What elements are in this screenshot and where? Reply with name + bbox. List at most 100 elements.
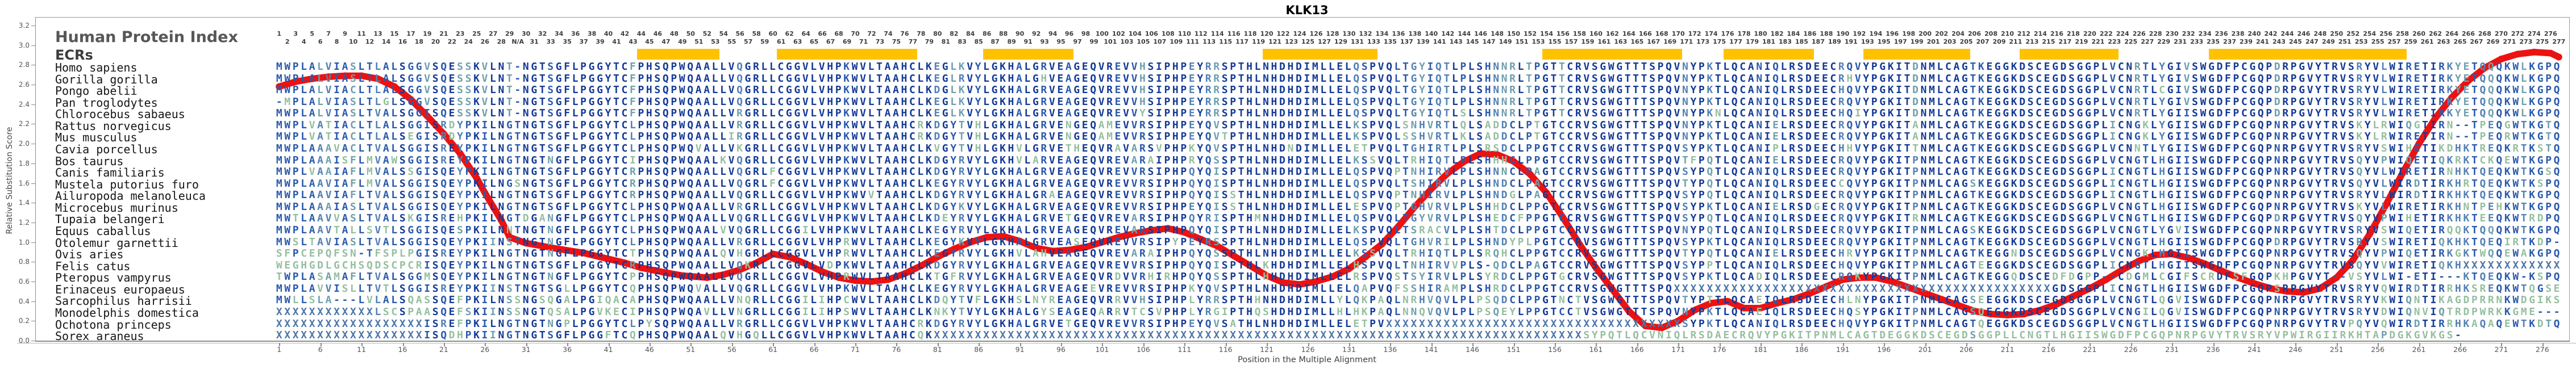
x-tick bbox=[402, 343, 404, 346]
x-tick bbox=[2501, 343, 2503, 346]
column-number: 139 bbox=[1416, 38, 1430, 45]
column-number: 257 bbox=[2387, 38, 2401, 45]
x-tick bbox=[485, 343, 486, 346]
column-number: 185 bbox=[1795, 38, 1808, 45]
x-tick-label: 106 bbox=[1136, 345, 1150, 354]
column-number: 166 bbox=[1638, 30, 1652, 37]
column-number: 83 bbox=[958, 38, 967, 45]
column-number: 265 bbox=[2453, 38, 2467, 45]
y-tick-label: 1.8 bbox=[18, 159, 30, 167]
x-tick-label: 116 bbox=[1218, 345, 1233, 354]
x-tick-label: 166 bbox=[1630, 345, 1644, 354]
x-tick bbox=[1925, 343, 1926, 346]
column-number: 11 bbox=[357, 30, 366, 37]
x-tick-label: 251 bbox=[2329, 345, 2344, 354]
x-tick-label: 111 bbox=[1177, 345, 1192, 354]
column-number: 89 bbox=[1007, 38, 1016, 45]
column-number: 183 bbox=[1778, 38, 1792, 45]
column-number: 103 bbox=[1120, 38, 1134, 45]
column-number: 99 bbox=[1089, 38, 1098, 45]
column-number: 146 bbox=[1474, 30, 1488, 37]
column-number: 192 bbox=[1853, 30, 1866, 37]
column-number: 120 bbox=[1260, 30, 1274, 37]
x-tick-label: 121 bbox=[1260, 345, 1274, 354]
column-number: 136 bbox=[1392, 30, 1405, 37]
column-number: 171 bbox=[1680, 38, 1693, 45]
column-number: 256 bbox=[2379, 30, 2393, 37]
column-number: 227 bbox=[2141, 38, 2154, 45]
column-number: 13 bbox=[373, 30, 382, 37]
x-tick bbox=[361, 343, 363, 346]
column-number: 124 bbox=[1293, 30, 1306, 37]
column-number: 165 bbox=[1630, 38, 1644, 45]
species-name: Canis familiaris bbox=[55, 166, 165, 180]
species-name: Chlorocebus sabaeus bbox=[55, 107, 185, 121]
column-number: 261 bbox=[2420, 38, 2434, 45]
column-number: 247 bbox=[2305, 38, 2319, 45]
x-tick bbox=[1678, 343, 1680, 346]
x-tick bbox=[2090, 343, 2091, 346]
y-tick-label: 0.0 bbox=[18, 337, 30, 345]
chart-title: KLK13 bbox=[1285, 3, 1329, 17]
x-tick-label: 136 bbox=[1383, 345, 1397, 354]
x-tick-label: 81 bbox=[933, 345, 942, 354]
column-number: 157 bbox=[1564, 38, 1578, 45]
x-tick-label: 261 bbox=[2412, 345, 2426, 354]
column-number: 194 bbox=[1869, 30, 1883, 37]
column-number: 205 bbox=[1959, 38, 1973, 45]
ecr-highlight bbox=[1863, 49, 1971, 60]
x-tick bbox=[1267, 343, 1268, 346]
column-number: 45 bbox=[645, 38, 654, 45]
column-number: 168 bbox=[1655, 30, 1668, 37]
y-tick-label: 1.0 bbox=[18, 238, 30, 246]
x-tick-label: 161 bbox=[1589, 345, 1603, 354]
species-name: Mus musculus bbox=[55, 131, 138, 145]
column-number: 76 bbox=[900, 30, 909, 37]
column-number: 125 bbox=[1301, 38, 1314, 45]
x-tick bbox=[608, 343, 610, 346]
species-name: Microcebus murinus bbox=[55, 200, 178, 215]
x-tick bbox=[320, 343, 322, 346]
column-number: 206 bbox=[1968, 30, 1981, 37]
x-tick bbox=[896, 343, 898, 346]
column-number: 176 bbox=[1721, 30, 1734, 37]
x-tick bbox=[2007, 343, 2009, 346]
column-number: 250 bbox=[2330, 30, 2344, 37]
x-tick bbox=[1349, 343, 1350, 346]
column-number: 213 bbox=[2025, 38, 2039, 45]
x-tick-label: 191 bbox=[1836, 345, 1850, 354]
column-number: 137 bbox=[1400, 38, 1413, 45]
column-number: 158 bbox=[1572, 30, 1586, 37]
column-number: 56 bbox=[735, 30, 744, 37]
column-number: 3 bbox=[293, 30, 298, 37]
column-number: 12 bbox=[365, 38, 374, 45]
x-tick-label: 246 bbox=[2288, 345, 2303, 354]
column-number: 196 bbox=[1886, 30, 1899, 37]
column-number: 5 bbox=[310, 30, 315, 37]
column-number: 90 bbox=[1015, 30, 1025, 37]
x-tick bbox=[1884, 343, 1886, 346]
x-tick bbox=[1472, 343, 1474, 346]
column-number: 81 bbox=[941, 38, 950, 45]
x-tick-label: 51 bbox=[686, 345, 696, 354]
column-number: 114 bbox=[1210, 30, 1224, 37]
column-number: 28 bbox=[497, 38, 506, 45]
x-tick bbox=[1102, 343, 1104, 346]
column-number: 207 bbox=[1976, 38, 1990, 45]
ecr-highlight bbox=[2020, 49, 2119, 60]
column-number: 88 bbox=[999, 30, 1008, 37]
x-tick bbox=[1966, 343, 1968, 346]
column-number: 182 bbox=[1770, 30, 1784, 37]
column-number: 87 bbox=[991, 38, 1000, 45]
column-number: 50 bbox=[686, 30, 695, 37]
column-number: 255 bbox=[2371, 38, 2384, 45]
x-tick bbox=[1596, 343, 1597, 346]
column-number: 230 bbox=[2165, 30, 2179, 37]
y-tick-label: 0.4 bbox=[18, 297, 30, 305]
column-number: 133 bbox=[1367, 38, 1380, 45]
column-number: 24 bbox=[464, 38, 473, 45]
column-number: 68 bbox=[834, 30, 843, 37]
species-name: Pteropus vampyrus bbox=[55, 271, 172, 285]
column-number: 78 bbox=[917, 30, 926, 37]
column-number: 7 bbox=[326, 30, 331, 37]
